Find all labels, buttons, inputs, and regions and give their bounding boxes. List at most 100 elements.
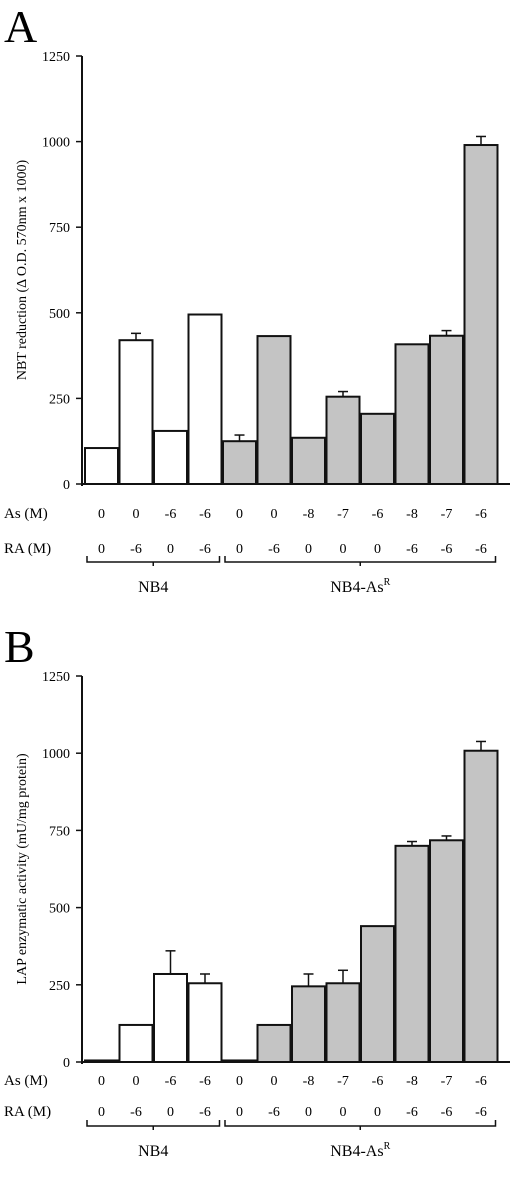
group-bracket: [224, 556, 497, 563]
as-value-label: -6: [165, 507, 177, 522]
ra-value-label: 0: [374, 1105, 381, 1120]
bar: [187, 982, 223, 1063]
ra-value-label: 0: [340, 542, 347, 557]
ra-value-label: -6: [130, 542, 142, 557]
as-value-label: -6: [475, 1074, 487, 1089]
ra-value-label: 0: [340, 1105, 347, 1120]
as-value-label: -7: [337, 1074, 349, 1089]
ra-value-label: -6: [199, 1105, 211, 1120]
as-row-label: As (M): [4, 506, 48, 522]
as-value-label: 0: [98, 507, 105, 522]
ra-value-label: 0: [236, 1105, 243, 1120]
group-label-superscript: R: [384, 577, 391, 588]
bar: [325, 395, 361, 485]
bar: [463, 749, 499, 1063]
bar: [84, 447, 119, 486]
as-value-label: 0: [133, 1074, 140, 1089]
chart-panel-b: B 0 250 500 750 1000 1250 LAP enzymatic activit…: [4, 621, 510, 1160]
as-value-label: -7: [337, 507, 349, 522]
ra-value-label: 0: [98, 542, 105, 557]
as-value-label: 0: [236, 1074, 243, 1089]
panel-letter: A: [4, 1, 37, 52]
ra-value-label: -6: [199, 542, 211, 557]
bar: [153, 972, 188, 1064]
bar: [256, 1023, 292, 1063]
bar: [394, 844, 430, 1064]
ra-value-label: 0: [305, 1105, 312, 1120]
as-value-label: -6: [475, 507, 487, 522]
as-value-label: -8: [406, 1074, 418, 1089]
y-tick-label: 1000: [42, 136, 70, 151]
bar: [153, 429, 188, 486]
bar: [463, 144, 499, 486]
ra-row-label: RA (M): [4, 541, 51, 557]
as-value-label: 0: [133, 507, 140, 522]
group-bracket: [86, 1120, 221, 1127]
bar: [291, 985, 326, 1063]
group-label: NB4-AsR: [330, 1141, 390, 1160]
ra-value-label: 0: [98, 1105, 105, 1120]
bar: [222, 440, 257, 486]
bar: [256, 335, 292, 485]
y-tick-label: 500: [49, 902, 70, 917]
bar: [187, 313, 223, 485]
y-tick-label: 0: [63, 478, 70, 493]
group-bracket: [224, 1120, 497, 1127]
ra-value-label: 0: [374, 542, 381, 557]
as-value-label: -6: [199, 1074, 211, 1089]
ra-value-label: -6: [441, 542, 453, 557]
bar: [360, 412, 395, 486]
ra-row-label: RA (M): [4, 1104, 51, 1120]
bar: [118, 339, 154, 485]
as-value-label: -6: [372, 507, 384, 522]
as-row-label: As (M): [4, 1073, 48, 1089]
ra-value-label: -6: [406, 1105, 418, 1120]
y-tick-label: 750: [49, 824, 70, 839]
y-axis-label: LAP enzymatic activity (mU/mg protein): [15, 753, 30, 985]
chart-panel-a: A 0 250 500 750 1000 1250 NBT reduction (Δ O.D.…: [4, 1, 510, 596]
as-value-label: 0: [98, 1074, 105, 1089]
group-label: NB4: [138, 1143, 168, 1160]
y-tick-label: 1250: [42, 50, 70, 65]
ra-value-label: 0: [236, 542, 243, 557]
as-value-label: -6: [199, 507, 211, 522]
y-tick-label: 500: [49, 307, 70, 322]
y-tick-label: 750: [49, 221, 70, 236]
bar: [325, 982, 361, 1063]
bar: [360, 925, 395, 1063]
bar: [429, 334, 464, 486]
as-value-label: 0: [271, 507, 278, 522]
y-tick-label: 0: [63, 1056, 70, 1071]
group-label-superscript: R: [384, 1141, 391, 1152]
as-value-label: 0: [236, 507, 243, 522]
as-value-label: -8: [406, 507, 418, 522]
as-value-label: -8: [303, 507, 315, 522]
y-tick-label: 250: [49, 392, 70, 407]
bar: [429, 839, 464, 1064]
bar: [291, 436, 326, 485]
y-tick-label: 250: [49, 979, 70, 994]
ra-value-label: -6: [130, 1105, 142, 1120]
ra-value-label: 0: [305, 542, 312, 557]
panel-letter: B: [4, 621, 35, 672]
group-label: NB4-AsR: [330, 577, 390, 596]
y-tick-label: 1000: [42, 747, 70, 762]
y-tick-label: 1250: [42, 670, 70, 685]
as-value-label: 0: [271, 1074, 278, 1089]
ra-value-label: -6: [475, 542, 487, 557]
bar: [222, 1059, 257, 1064]
as-value-label: -6: [165, 1074, 177, 1089]
ra-value-label: -6: [441, 1105, 453, 1120]
bar: [394, 343, 430, 486]
as-value-label: -6: [372, 1074, 384, 1089]
ra-value-label: -6: [475, 1105, 487, 1120]
as-value-label: -7: [441, 507, 453, 522]
y-axis-label: NBT reduction (Δ O.D. 570nm x 1000): [15, 160, 30, 381]
group-label: NB4: [138, 579, 168, 596]
ra-value-label: -6: [268, 1105, 280, 1120]
bar: [84, 1059, 119, 1064]
as-value-label: -8: [303, 1074, 315, 1089]
ra-value-label: 0: [167, 542, 174, 557]
ra-value-label: -6: [406, 542, 418, 557]
